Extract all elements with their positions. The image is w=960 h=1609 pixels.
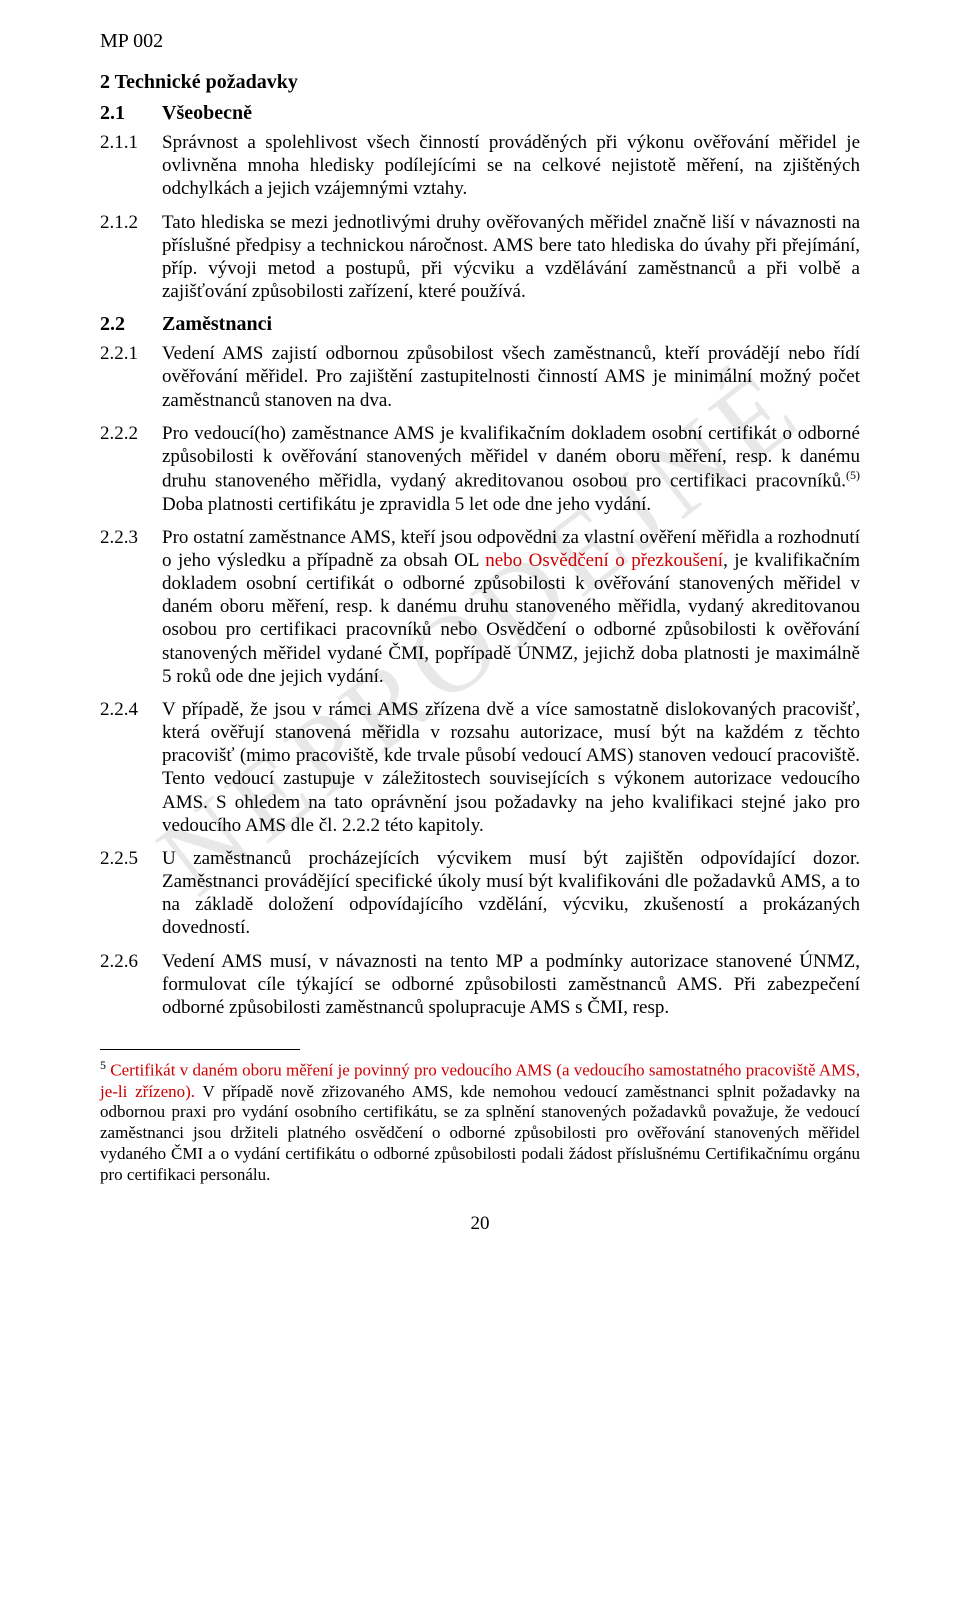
subsection-label: Všeobecně bbox=[162, 102, 252, 125]
paragraph-2-1-1: 2.1.1 Správnost a spolehlivost všech čin… bbox=[100, 131, 860, 201]
paragraph-2-1-2: 2.1.2 Tato hlediska se mezi jednotlivými… bbox=[100, 211, 860, 304]
paragraph-number: 2.2.4 bbox=[100, 698, 162, 837]
paragraph-text: V případě, že jsou v rámci AMS zřízena d… bbox=[162, 698, 860, 837]
paragraph-2-2-5: 2.2.5 U zaměstnanců procházejících výcvi… bbox=[100, 847, 860, 940]
paragraph-2-2-4: 2.2.4 V případě, že jsou v rámci AMS zří… bbox=[100, 698, 860, 837]
footnote-5: 5 Certifikát v daném oboru měření je pov… bbox=[100, 1058, 860, 1185]
paragraph-number: 2.2.3 bbox=[100, 526, 162, 688]
paragraph-number: 2.2.2 bbox=[100, 422, 162, 516]
paragraph-text: Vedení AMS musí, v návaznosti na tento M… bbox=[162, 950, 860, 1020]
paragraph-number: 2.2.6 bbox=[100, 950, 162, 1020]
paragraph-2-2-6: 2.2.6 Vedení AMS musí, v návaznosti na t… bbox=[100, 950, 860, 1020]
paragraph-text: Tato hlediska se mezi jednotlivými druhy… bbox=[162, 211, 860, 304]
text-part-b: Doba platnosti certifikátu je zpravidla … bbox=[162, 494, 651, 515]
paragraph-2-2-1: 2.2.1 Vedení AMS zajistí odbornou způsob… bbox=[100, 342, 860, 412]
document-code: MP 002 bbox=[100, 30, 860, 53]
subsection-2-2: 2.2 Zaměstnanci bbox=[100, 313, 860, 336]
paragraph-number: 2.2.5 bbox=[100, 847, 162, 940]
footnote-separator bbox=[100, 1049, 300, 1050]
subsection-label: Zaměstnanci bbox=[162, 313, 272, 336]
paragraph-text: Pro ostatní zaměstnance AMS, kteří jsou … bbox=[162, 526, 860, 688]
paragraph-text: Správnost a spolehlivost všech činností … bbox=[162, 131, 860, 201]
paragraph-2-2-3: 2.2.3 Pro ostatní zaměstnance AMS, kteří… bbox=[100, 526, 860, 688]
text-part-a: Pro vedoucí(ho) zaměstnance AMS je kvali… bbox=[162, 423, 860, 492]
paragraph-text: Vedení AMS zajistí odbornou způsobilost … bbox=[162, 342, 860, 412]
footnote-number: 5 bbox=[100, 1058, 106, 1072]
footnote-rest-text: V případě nově zřizovaného AMS, kde nemo… bbox=[100, 1082, 860, 1184]
page-number: 20 bbox=[100, 1213, 860, 1235]
subsection-2-1: 2.1 Všeobecně bbox=[100, 102, 860, 125]
paragraph-2-2-2: 2.2.2 Pro vedoucí(ho) zaměstnance AMS je… bbox=[100, 422, 860, 516]
section-title: 2 Technické požadavky bbox=[100, 71, 860, 94]
paragraph-text: Pro vedoucí(ho) zaměstnance AMS je kvali… bbox=[162, 422, 860, 516]
subsection-number: 2.1 bbox=[100, 102, 162, 125]
footnote-ref: (5) bbox=[846, 468, 860, 482]
paragraph-number: 2.1.1 bbox=[100, 131, 162, 201]
subsection-number: 2.2 bbox=[100, 313, 162, 336]
paragraph-number: 2.2.1 bbox=[100, 342, 162, 412]
text-red: nebo Osvědčení o přezkoušení bbox=[485, 550, 723, 571]
paragraph-text: U zaměstnanců procházejících výcvikem mu… bbox=[162, 847, 860, 940]
paragraph-number: 2.1.2 bbox=[100, 211, 162, 304]
